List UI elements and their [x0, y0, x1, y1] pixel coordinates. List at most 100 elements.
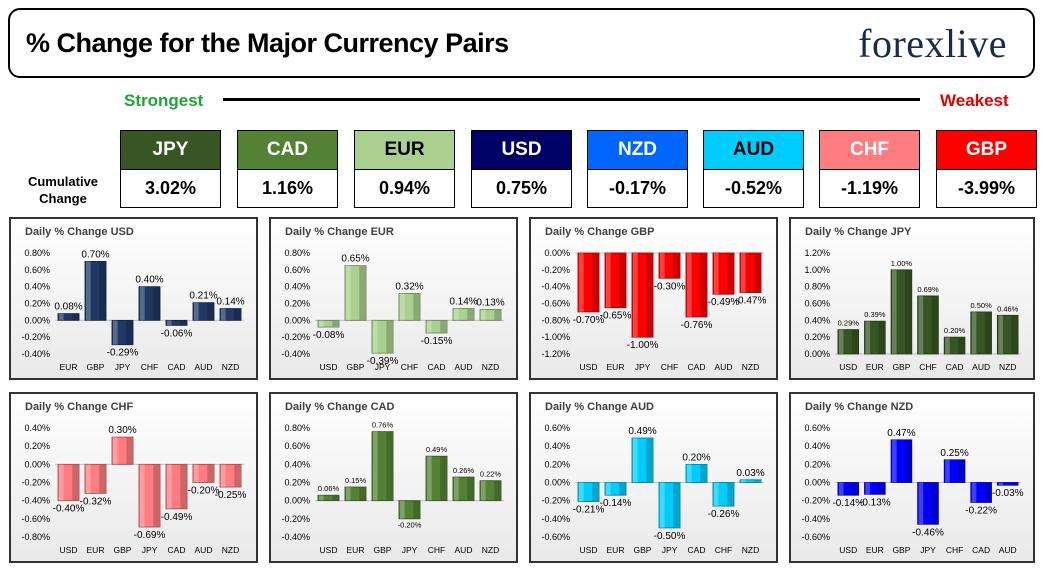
bar-chart: Daily % Change AUD 0.60% 0.40% 0.20% 0.00% -0… [531, 394, 776, 561]
bar-shade [413, 500, 421, 519]
bar-highlight [605, 482, 611, 496]
forexlive-logo: forexlive [858, 20, 1007, 67]
y-tick-label: -0.80% [21, 532, 50, 542]
bar-shade [180, 464, 188, 509]
bar-highlight [918, 482, 924, 525]
strongest-label: Strongest [124, 91, 204, 110]
x-tick-label: GBP [87, 362, 105, 372]
y-tick-label: 1.00% [804, 265, 830, 275]
bar-shade [619, 482, 627, 496]
bar-highlight [578, 253, 584, 312]
chart-panel-gbp: Daily % Change GBP 0.00% -0.20% -0.40% -0.60… [529, 217, 778, 380]
data-label: -0.50% [654, 531, 686, 542]
chart-title: Daily % Change USD [25, 226, 134, 238]
y-tick-label: -0.60% [21, 514, 50, 524]
data-label: -0.22% [965, 505, 997, 516]
bar [864, 482, 886, 495]
x-tick-label: AUD [195, 545, 213, 555]
chart-panel-cad: Daily % Change CAD 0.80% 0.60% 0.40% 0.20% 0.… [269, 392, 518, 563]
chart-panel-chf: Daily % Change CHF 0.40% 0.20% 0.00% -0.20% -… [9, 392, 258, 563]
data-label: 0.06% [318, 484, 340, 493]
x-tick-label: CAD [168, 545, 186, 555]
data-label: 0.50% [971, 301, 993, 310]
bar-highlight [632, 253, 638, 338]
y-tick-label: 0.00% [24, 315, 50, 325]
bar-highlight [945, 337, 950, 354]
data-label: -0.15% [421, 336, 453, 347]
data-label: -0.13% [859, 497, 891, 508]
bar-highlight [193, 464, 199, 483]
x-tick-label: JPY [635, 362, 651, 372]
y-tick-label: 0.40% [804, 441, 830, 451]
data-label: -0.25% [215, 490, 247, 501]
bar-highlight [480, 309, 486, 321]
bar-chart: Daily % Change USD 0.80% 0.60% 0.40% 0.20% 0.… [11, 219, 256, 378]
x-tick-label: NZD [482, 362, 499, 372]
currency-cumulative-value: -1.19% [819, 170, 920, 208]
currency-name: CAD [237, 130, 338, 170]
chart-title: Daily % Change CHF [25, 401, 133, 413]
bar-shade [359, 265, 367, 321]
bar-highlight [686, 464, 692, 483]
bar-shade [153, 286, 161, 321]
data-label: 0.14% [449, 297, 477, 308]
y-tick-label: -0.60% [541, 532, 570, 542]
y-tick-label: 0.80% [284, 248, 310, 258]
bar-shade [646, 437, 654, 483]
bar-shade [754, 253, 762, 293]
bar-shade [958, 459, 965, 483]
cumulative-change-label: Cumulative Change [22, 173, 104, 207]
y-tick-label: 0.60% [24, 265, 50, 275]
x-tick-label: AUD [715, 362, 733, 372]
data-label: 0.08% [54, 302, 82, 313]
bar-highlight [453, 308, 459, 321]
currency-name: CHF [819, 130, 920, 170]
y-tick-label: 0.80% [804, 282, 830, 292]
bar-highlight [112, 437, 118, 465]
data-label: -0.14% [832, 498, 864, 509]
bar-shade [673, 253, 681, 279]
header-box: % Change for the Major Currency Pairs fo… [8, 8, 1035, 78]
bar-shade [905, 439, 912, 483]
x-tick-label: EUR [607, 362, 625, 372]
x-tick-label: EUR [607, 545, 625, 555]
bar-chart: Daily % Change EUR 0.80% 0.60% 0.40% 0.20% 0.… [271, 219, 516, 378]
y-tick-label: 0.00% [24, 459, 50, 469]
bar-highlight [58, 313, 64, 321]
y-tick-label: 0.60% [544, 423, 570, 433]
bar-highlight [112, 320, 118, 345]
chart-title: Daily % Change NZD [805, 401, 913, 413]
x-tick-label: EUR [347, 545, 365, 555]
x-tick-label: CAD [946, 362, 964, 372]
y-tick-label: -0.20% [281, 332, 310, 342]
x-tick-label: JPY [115, 362, 131, 372]
currency-name: EUR [354, 130, 455, 170]
data-label: 0.46% [997, 304, 1019, 313]
data-label: 0.47% [887, 428, 915, 439]
bar-highlight [193, 302, 199, 321]
y-tick-label: -0.40% [21, 349, 50, 359]
x-tick-label: JPY [402, 545, 418, 555]
bar-highlight [892, 269, 897, 354]
x-tick-label: USD [60, 545, 78, 555]
bar-shade [754, 479, 762, 483]
x-tick-label: NZD [222, 545, 239, 555]
bar-shade [592, 482, 600, 502]
chart-background [11, 394, 256, 561]
x-tick-label: GBP [114, 545, 132, 555]
chart-background [271, 394, 516, 561]
data-label: 0.49% [628, 426, 656, 437]
y-tick-label: 0.20% [284, 478, 310, 488]
x-tick-label: AUD [972, 362, 990, 372]
y-tick-label: -1.00% [541, 332, 570, 342]
y-tick-label: 0.40% [804, 315, 830, 325]
currency-name: AUD [703, 130, 804, 170]
bar-shade [440, 320, 448, 333]
y-tick-label: 0.40% [544, 441, 570, 451]
bar-shade [207, 464, 215, 483]
x-tick-label: CAD [428, 362, 446, 372]
bar-highlight [713, 482, 719, 507]
bar-highlight [399, 500, 405, 519]
bar-shade [359, 487, 367, 501]
bar-shade [332, 495, 340, 501]
